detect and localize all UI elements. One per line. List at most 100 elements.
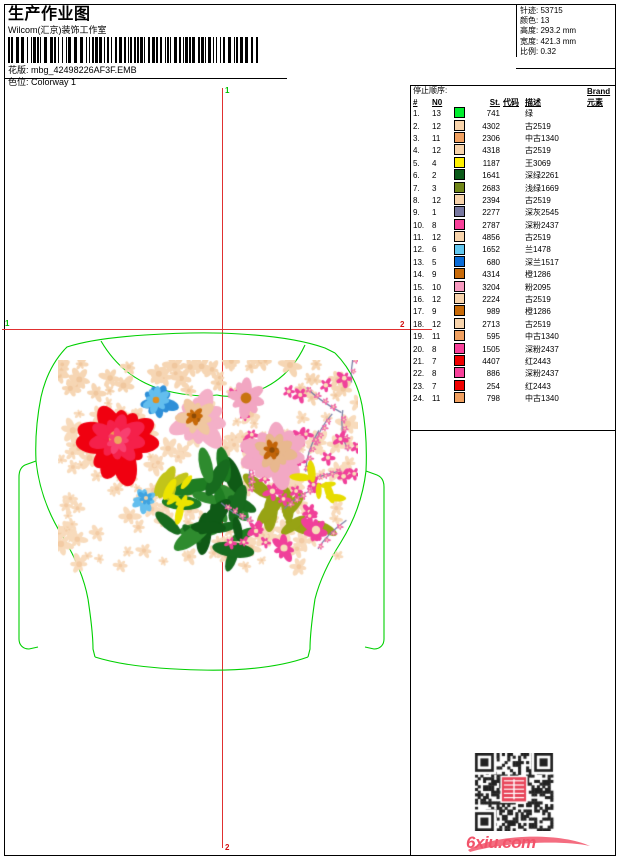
table-row: 2. 12 4302 古2519 [412, 119, 615, 132]
column-header-stitches: St. [489, 98, 500, 107]
row-stitches: 1187 [482, 158, 500, 168]
row-description: 深粉2437 [525, 220, 559, 230]
table-row: 24. 11 798 中古1340 [412, 392, 615, 405]
row-description: 深兰1517 [525, 257, 559, 267]
row-stitches: 4856 [482, 233, 500, 243]
column-header-needle: N0 [432, 98, 443, 107]
row-needle: 12 [432, 233, 441, 243]
brand-swoosh-icon [468, 836, 590, 852]
row-index: 2. [413, 121, 420, 131]
row-description: 中古1340 [525, 332, 559, 342]
spec-stitches: 针迹: 53715 [520, 6, 619, 16]
row-stitches: 254 [486, 381, 500, 391]
spec-colors: 颜色: 13 [520, 16, 619, 26]
row-description: 浅绿1669 [525, 183, 559, 193]
colorway-label: 色位: [8, 77, 29, 87]
spec-stitches-label: 针迹: [520, 6, 539, 15]
row-description: 古2519 [525, 121, 551, 131]
row-stitches: 680 [486, 257, 500, 267]
spec-scale: 比例: 0.32 [520, 47, 619, 57]
row-description: 古2519 [525, 233, 551, 243]
table-row: 15. 10 3204 粉2095 [412, 280, 615, 293]
row-description: 中古1340 [525, 133, 559, 143]
brand-text: 6xiu.com [466, 833, 536, 852]
row-description: 橙1286 [525, 307, 551, 317]
row-description: 深绿2261 [525, 171, 559, 181]
table-bottom-rule [410, 430, 615, 431]
axis-label-top: 1 [225, 86, 230, 95]
page-border-left [4, 4, 5, 856]
row-stitches: 886 [486, 369, 500, 379]
design-file-value: mbg_42498226AF3F.EMB [31, 65, 137, 75]
thread-color-swatch [454, 355, 465, 367]
row-index: 21. [413, 357, 425, 366]
row-index: 11. [413, 233, 424, 243]
table-row: 3. 11 2306 中古1340 [412, 131, 615, 145]
thread-color-swatch [454, 305, 465, 317]
table-row: 6. 2 1641 深绿2261 [412, 169, 615, 182]
column-header-code: 代码 [503, 98, 519, 107]
spec-width: 宽度: 421.3 mm [520, 37, 619, 47]
row-stitches: 989 [486, 307, 500, 317]
row-stitches: 2713 [482, 319, 500, 329]
design-file-row: 花版: mbg_42498226AF3F.EMB [8, 64, 306, 76]
qr-code[interactable] [464, 753, 564, 831]
thread-color-swatch [454, 342, 465, 354]
thread-color-swatch [454, 231, 465, 243]
row-description: 中古1340 [525, 394, 559, 404]
page-border-bottom [4, 855, 616, 856]
row-stitches: 4318 [482, 146, 500, 156]
spec-colors-value: 13 [540, 16, 550, 26]
row-description: 兰1478 [525, 245, 551, 255]
thread-color-swatch [454, 330, 465, 342]
row-index: 23. [413, 381, 425, 391]
header-block: 生产作业图 Wilcom(汇京)装饰工作室 花版: mbg_42498226AF… [6, 5, 306, 88]
table-body: 1. 13 741 绿 2. 12 4302 古2519 3. 11 2306 中古1340 4. 12 4… [412, 107, 615, 405]
design-spec-panel: 针迹: 53715 颜色: 13 高度: 293.2 mm 宽度: 421.3 … [516, 5, 619, 58]
row-description: 古2519 [525, 195, 551, 205]
spec-colors-label: 颜色: [520, 16, 539, 26]
canvas-right-rule [410, 430, 411, 855]
spec-width-label: 宽度: [520, 36, 539, 46]
row-index: 9. [413, 208, 420, 218]
table-row: 1. 13 741 绿 [412, 107, 615, 120]
row-description: 深灰2545 [525, 208, 559, 218]
thread-color-swatch [454, 243, 465, 255]
center-axis-horizontal [2, 329, 432, 330]
row-needle: 6 [432, 245, 437, 255]
row-needle: 8 [432, 344, 437, 354]
row-description: 红2443 [525, 381, 551, 391]
row-description: 深粉2437 [525, 344, 559, 354]
table-row: 5. 4 1187 王3069 [412, 156, 615, 170]
thread-color-swatch [454, 119, 465, 131]
table-title: 停止顺序: [413, 86, 448, 95]
table-header-row: # N0 St. 代码 描述 Brand 元素 [412, 87, 615, 108]
table-row: 23. 7 254 红2443 [412, 379, 615, 393]
row-needle: 13 [432, 109, 441, 119]
row-stitches: 595 [486, 332, 500, 342]
table-row: 4. 12 4318 古2519 [412, 144, 615, 157]
row-description: 古2519 [525, 295, 551, 305]
row-description: 绿 [525, 109, 533, 119]
design-file-label: 花版: [8, 65, 29, 75]
row-index: 1. [413, 109, 420, 119]
row-needle: 8 [432, 220, 437, 230]
row-description: 古2519 [525, 319, 551, 329]
spec-width-value: 421.3 mm [540, 36, 577, 46]
spec-scale-value: 0.32 [540, 46, 557, 56]
thread-color-swatch [454, 317, 465, 329]
table-row: 21. 7 4407 红2443 [412, 355, 615, 368]
spec-height-label: 高度: [520, 26, 539, 36]
row-needle: 9 [432, 270, 437, 280]
row-stitches: 741 [486, 109, 500, 119]
row-stitches: 4407 [482, 357, 500, 366]
row-index: 12. [413, 245, 425, 255]
row-stitches: 1505 [482, 344, 500, 354]
qr-footer: 6xiu.com [464, 753, 592, 853]
row-needle: 4 [432, 158, 437, 168]
table-left-rule [410, 85, 411, 430]
axis-label-bottom: 2 [225, 843, 230, 852]
row-stitches: 4314 [482, 270, 500, 280]
row-index: 3. [413, 133, 420, 143]
